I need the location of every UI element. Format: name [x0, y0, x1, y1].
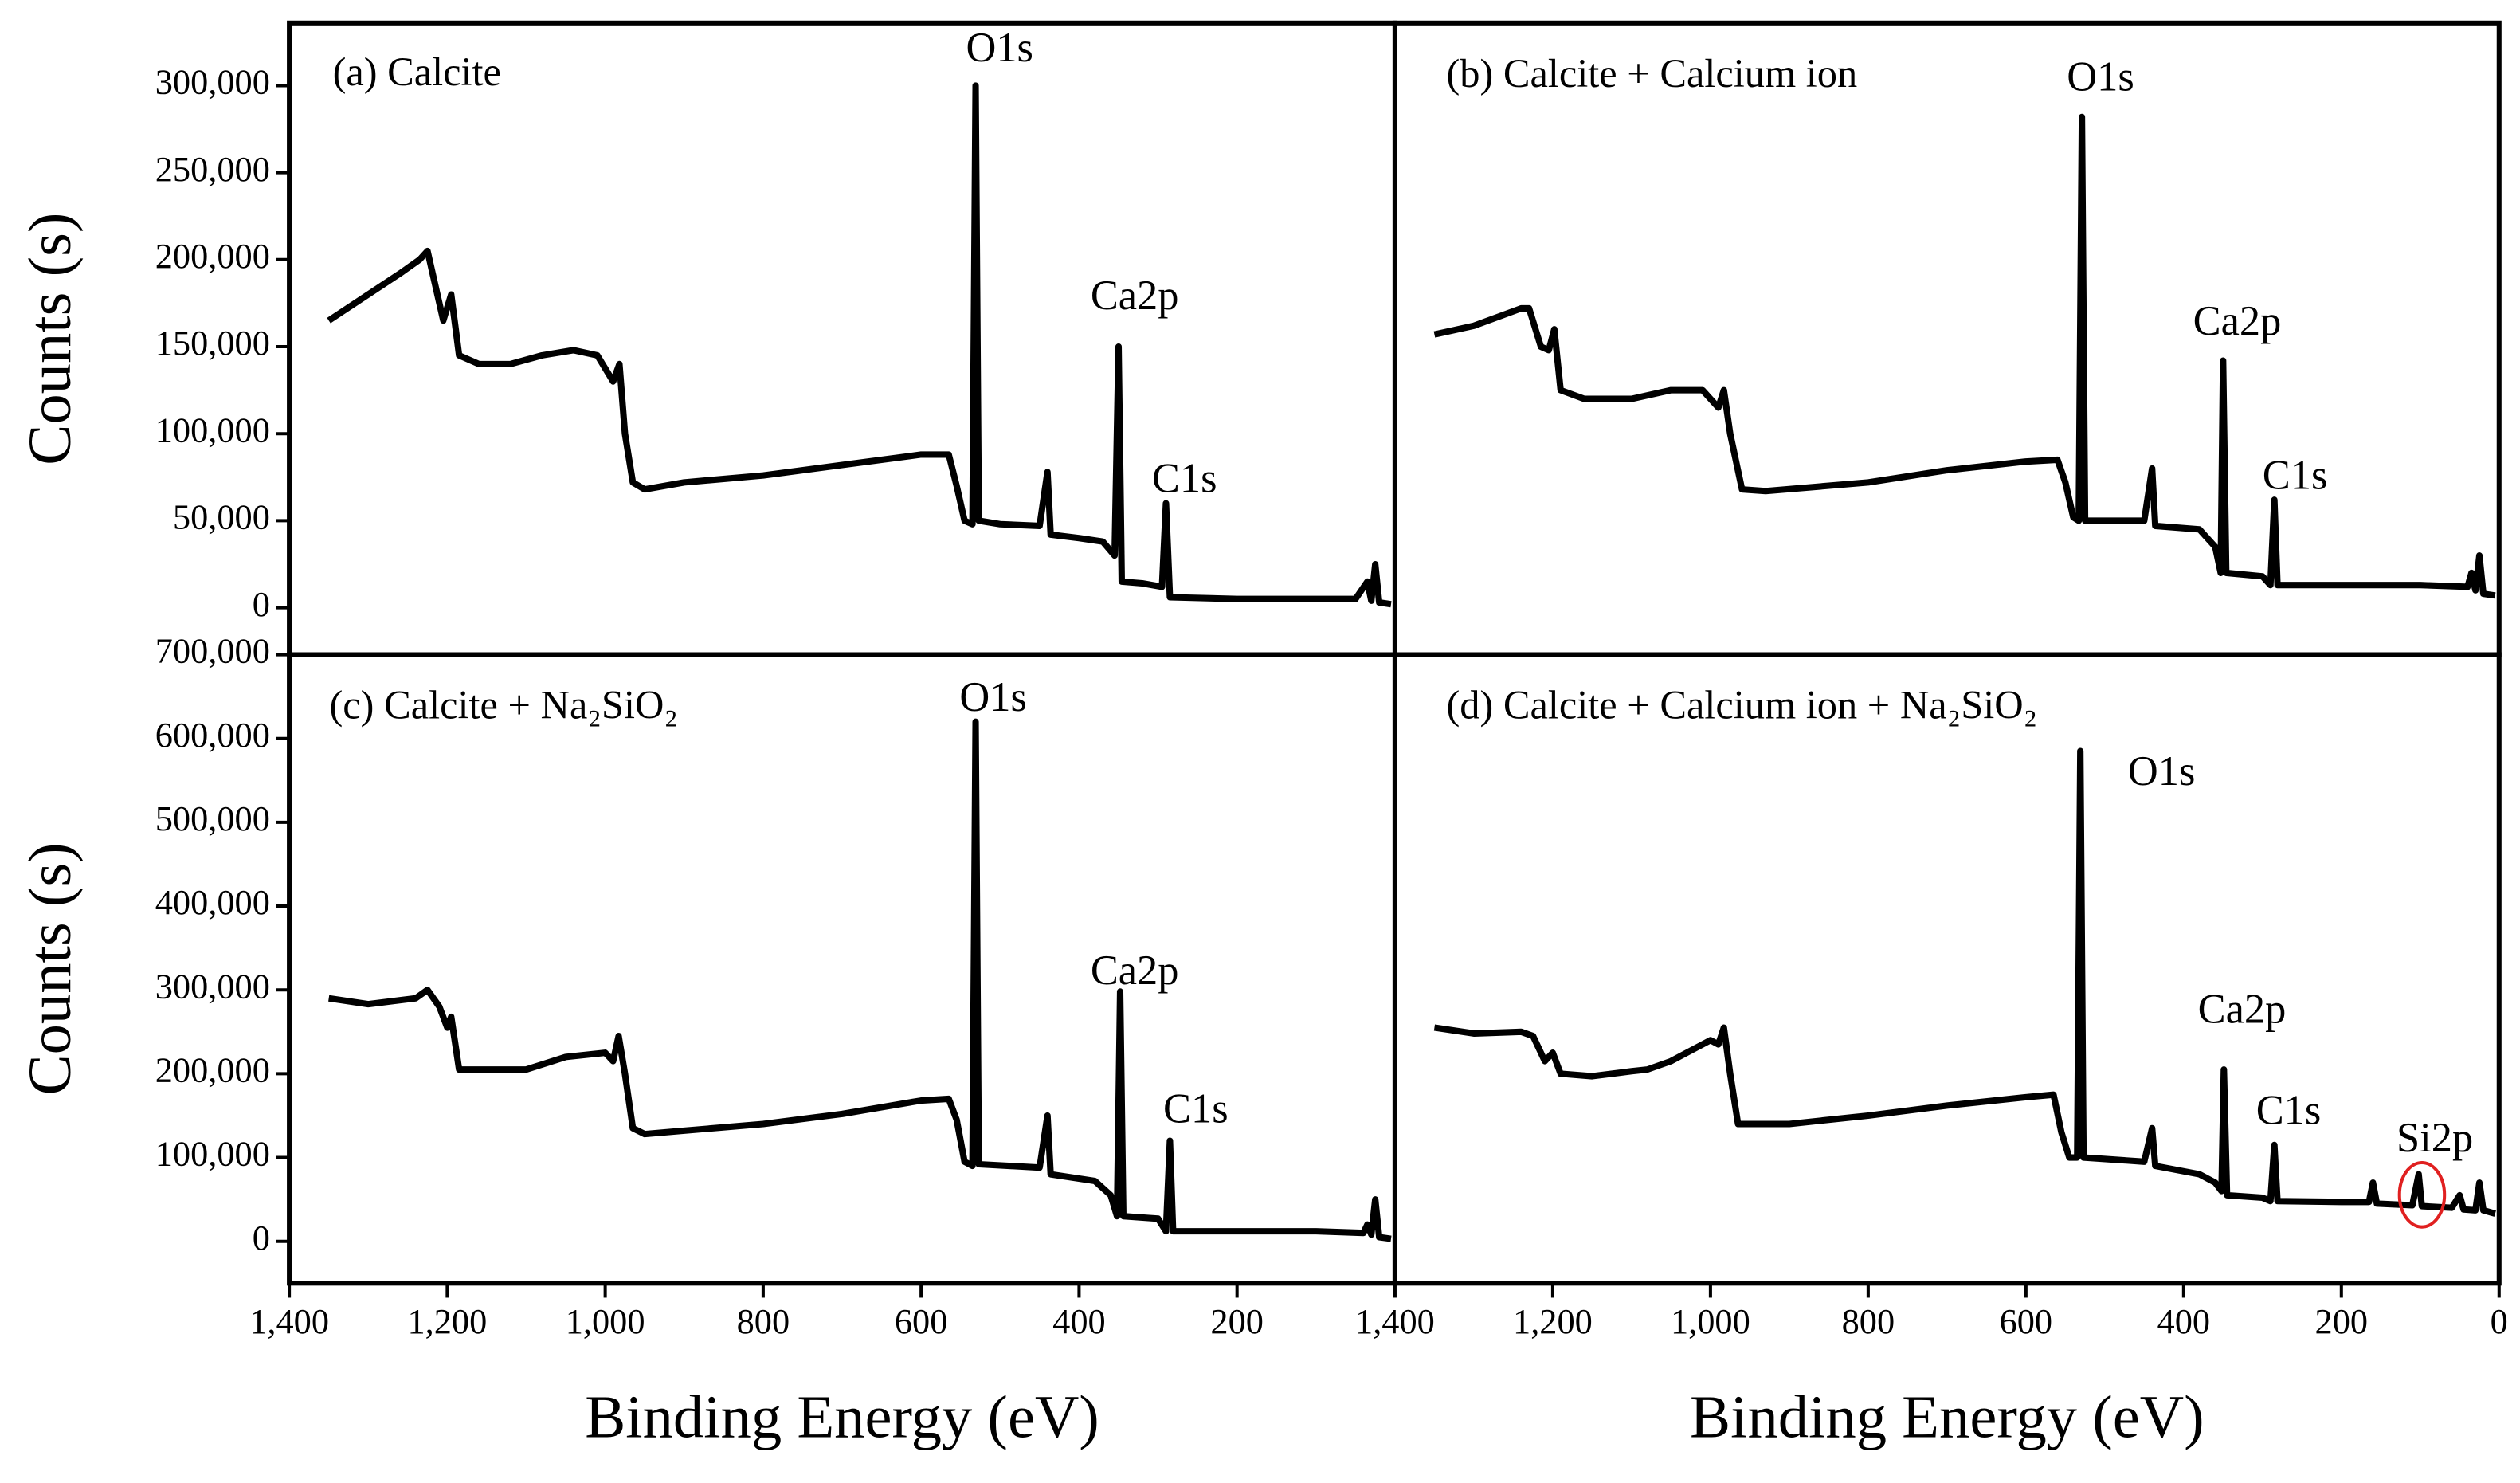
panel-title: (b) Calcite + Calcium ion: [1446, 51, 1857, 96]
panel-title: (d) Calcite + Calcium ion + Na₂SiO₂: [1446, 683, 2037, 728]
x-tick-label: 800: [1842, 1301, 1895, 1341]
peak-label: C1s: [1152, 456, 1217, 502]
y-axis-title: Counts (s): [16, 213, 84, 465]
x-tick-label: 1,400: [249, 1301, 329, 1341]
peak-label: Si2p: [2397, 1115, 2473, 1161]
panel-frame: [287, 652, 1397, 1286]
y-tick-label: 200,000: [155, 1050, 270, 1090]
y-tick-label: 600,000: [155, 715, 270, 755]
peak-label: Ca2p: [2193, 298, 2282, 344]
y-tick-label: 150,000: [155, 323, 270, 363]
peak-label: C1s: [1163, 1086, 1229, 1132]
y-tick-label: 500,000: [155, 798, 270, 838]
x-tick-label: 200: [2315, 1301, 2369, 1341]
x-tick-label: 0: [2491, 1301, 2508, 1341]
panel-frame: [1392, 652, 2502, 1286]
x-tick-label: 400: [2157, 1301, 2211, 1341]
x-tick-label: 200: [1210, 1301, 1264, 1341]
y-tick-label: 50,000: [173, 497, 270, 537]
y-tick-label: 100,000: [155, 1134, 270, 1174]
highlight-circle: [2397, 1160, 2447, 1229]
peak-label: O1s: [959, 674, 1027, 720]
peak-label: C1s: [2263, 453, 2328, 499]
peak-label: O1s: [966, 25, 1033, 71]
panel-title: (a) Calcite: [333, 49, 501, 94]
x-tick-label: 1,000: [1671, 1301, 1750, 1341]
panel-frame: [1392, 20, 2502, 657]
peak-label: O1s: [2067, 53, 2134, 100]
spectrum-line: [1433, 747, 2496, 1217]
y-tick-label: 300,000: [155, 62, 270, 102]
x-tick-label: 1,000: [566, 1301, 645, 1341]
y-axis-title: Counts (s): [16, 842, 84, 1095]
x-tick-label: 400: [1052, 1301, 1106, 1341]
x-tick-label: 1,200: [407, 1301, 487, 1341]
y-tick-label: 0: [253, 1218, 270, 1257]
peak-label: Ca2p: [2198, 986, 2287, 1032]
x-axis-title: Binding Energy (eV): [1690, 1383, 2205, 1450]
y-tick-label: 250,000: [155, 149, 270, 189]
peak-label: Ca2p: [1091, 273, 1179, 319]
y-tick-label: 300,000: [155, 966, 270, 1006]
x-tick-label: 1,400: [1355, 1301, 1435, 1341]
x-tick-label: 1,200: [1513, 1301, 1593, 1341]
peak-label: O1s: [2128, 748, 2196, 794]
peak-label: Ca2p: [1091, 947, 1179, 994]
spectrum-line: [328, 718, 1392, 1242]
spectrum-line: [1433, 113, 2496, 599]
peak-label: C1s: [2256, 1088, 2322, 1134]
y-tick-label: 400,000: [155, 882, 270, 922]
y-tick-label: 200,000: [155, 236, 270, 276]
y-tick-label: 0: [253, 584, 270, 624]
x-tick-label: 600: [2000, 1301, 2053, 1341]
panel-title: (c) Calcite + Na₂SiO₂: [330, 683, 678, 728]
y-tick-label: 100,000: [155, 410, 270, 449]
x-axis-title: Binding Energy (eV): [585, 1383, 1099, 1450]
y-tick-label: 700,000: [155, 631, 270, 671]
x-tick-label: 600: [895, 1301, 948, 1341]
spectrum-line: [327, 82, 1392, 608]
x-tick-label: 800: [737, 1301, 790, 1341]
